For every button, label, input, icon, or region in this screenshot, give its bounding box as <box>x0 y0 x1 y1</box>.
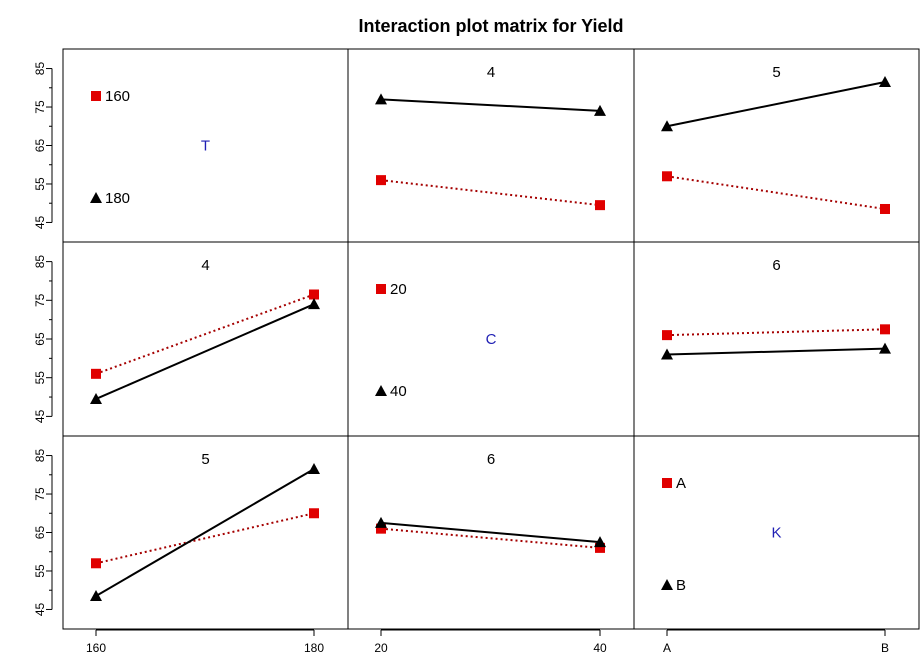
point-r1-c0-C-20-1 <box>309 289 319 300</box>
legend-label-C-20: 20 <box>390 281 407 298</box>
series-line-r0-c2-T-180 <box>666 81 886 128</box>
series-line-r0-c1-T-180 <box>380 98 601 112</box>
legend-marker-T-160 <box>91 91 101 101</box>
series-line-r2-c1-K-A <box>380 527 601 549</box>
series-line-r1-c2-C-40 <box>666 347 886 356</box>
panel-label-r0-c1: 4 <box>487 64 495 81</box>
y-tick-label-row1-75: 75 <box>33 293 47 307</box>
point-r0-c2-T-180-1 <box>879 76 891 88</box>
diag-factor-label-K: K <box>771 525 781 542</box>
series-line-r0-c2-T-160 <box>666 175 886 210</box>
point-r1-c2-C-40-0 <box>661 348 673 360</box>
point-r1-c0-C-40-1 <box>308 298 320 310</box>
point-r2-c0-K-A-0 <box>91 558 101 569</box>
chart-title: Interaction plot matrix for Yield <box>358 16 623 36</box>
point-r2-c1-K-B-1 <box>594 536 606 548</box>
x-tick-label-col1-0: 20 <box>374 641 388 655</box>
series-line-r2-c1-K-B <box>380 521 601 544</box>
point-r1-c2-C-20-0 <box>662 330 672 341</box>
series-line-r1-c2-C-20 <box>666 328 886 337</box>
panel-label-r2-c1: 6 <box>487 451 495 468</box>
legend-label-C-40: 40 <box>390 383 407 400</box>
legend-marker-T-180 <box>90 192 102 203</box>
legend-label-K-A: A <box>676 475 686 492</box>
panel-label-r0-c2: 5 <box>772 64 780 81</box>
point-r1-c2-C-20-1 <box>880 324 890 335</box>
y-tick-label-row2-85: 85 <box>33 449 47 463</box>
point-r0-c2-T-160-0 <box>662 171 672 182</box>
diag-factor-label-T: T <box>201 138 210 155</box>
point-r2-c1-K-A-0 <box>376 523 386 534</box>
legend-marker-C-20 <box>376 284 386 294</box>
x-tick-label-col0-0: 160 <box>86 641 106 655</box>
point-r1-c2-C-40-1 <box>879 342 891 354</box>
legend-label-T-160: 160 <box>105 88 130 105</box>
y-tick-label-row0-55: 55 <box>33 177 47 191</box>
diag-factor-label-C: C <box>486 331 497 348</box>
point-r0-c1-T-180-1 <box>594 104 606 116</box>
y-tick-label-row2-65: 65 <box>33 526 47 540</box>
y-tick-label-row0-75: 75 <box>33 100 47 114</box>
y-tick-label-row0-65: 65 <box>33 139 47 153</box>
point-r2-c0-K-B-0 <box>90 589 102 601</box>
panel-label-r1-c2: 6 <box>772 257 780 274</box>
x-tick-label-col0-1: 180 <box>304 641 324 655</box>
panel-label-r2-c0: 5 <box>201 451 209 468</box>
legend-label-K-B: B <box>676 577 686 594</box>
point-r2-c0-K-B-1 <box>308 463 320 475</box>
panel-border-r2-c2 <box>633 435 920 630</box>
series-line-r1-c0-C-40 <box>95 303 315 400</box>
y-tick-label-row0-45: 45 <box>33 215 47 229</box>
y-tick-label-row1-45: 45 <box>33 409 47 423</box>
y-tick-label-row1-55: 55 <box>33 371 47 385</box>
y-tick-label-row1-85: 85 <box>33 255 47 269</box>
y-tick-label-row0-85: 85 <box>33 62 47 76</box>
point-r0-c2-T-180-0 <box>661 120 673 132</box>
x-tick-label-col2-0: A <box>663 641 671 655</box>
point-r2-c1-K-A-1 <box>595 542 605 553</box>
y-tick-label-row1-65: 65 <box>33 332 47 346</box>
x-tick-label-col1-1: 40 <box>593 641 607 655</box>
point-r0-c1-T-180-0 <box>375 93 387 105</box>
y-tick-label-row2-45: 45 <box>33 602 47 616</box>
legend-label-T-180: 180 <box>105 190 130 207</box>
point-r1-c0-C-40-0 <box>90 392 102 404</box>
y-tick-label-row2-75: 75 <box>33 487 47 501</box>
series-line-r0-c1-T-160 <box>380 179 601 207</box>
series-line-r2-c0-K-B <box>95 468 315 597</box>
point-r2-c1-K-B-0 <box>375 516 387 528</box>
legend-marker-K-B <box>661 579 673 590</box>
series-line-r2-c0-K-A <box>95 512 315 565</box>
point-r1-c0-C-20-0 <box>91 368 101 379</box>
y-tick-label-row2-55: 55 <box>33 564 47 578</box>
point-r0-c1-T-160-0 <box>376 175 386 186</box>
point-r0-c1-T-160-1 <box>595 200 605 211</box>
point-r0-c2-T-160-1 <box>880 203 890 214</box>
panel-label-r1-c0: 4 <box>201 257 209 274</box>
x-tick-label-col2-1: B <box>881 641 889 655</box>
legend-marker-K-A <box>662 478 672 488</box>
point-r2-c0-K-A-1 <box>309 508 319 519</box>
legend-marker-C-40 <box>375 385 387 396</box>
series-line-r1-c0-C-20 <box>95 293 315 375</box>
